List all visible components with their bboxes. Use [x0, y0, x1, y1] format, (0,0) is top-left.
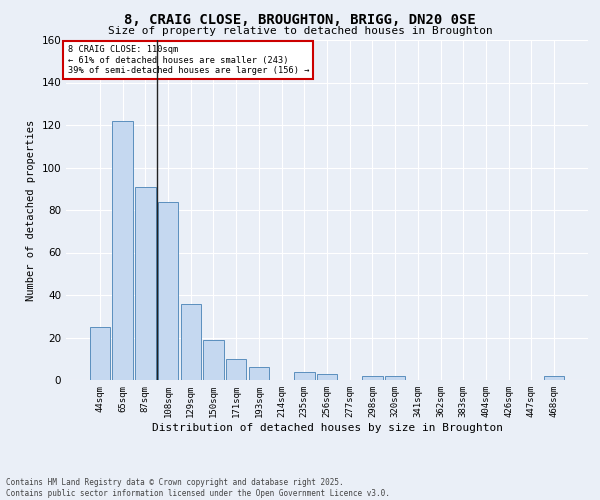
Bar — [158, 202, 178, 380]
Y-axis label: Number of detached properties: Number of detached properties — [26, 120, 36, 300]
Bar — [385, 376, 406, 380]
Bar — [317, 374, 337, 380]
Text: Contains HM Land Registry data © Crown copyright and database right 2025.
Contai: Contains HM Land Registry data © Crown c… — [6, 478, 390, 498]
Text: Size of property relative to detached houses in Broughton: Size of property relative to detached ho… — [107, 26, 493, 36]
Bar — [362, 376, 383, 380]
Bar — [544, 376, 564, 380]
Bar — [203, 340, 224, 380]
Bar — [248, 367, 269, 380]
Bar — [135, 186, 155, 380]
Text: 8 CRAIG CLOSE: 110sqm
← 61% of detached houses are smaller (243)
39% of semi-det: 8 CRAIG CLOSE: 110sqm ← 61% of detached … — [68, 45, 309, 75]
Bar — [294, 372, 314, 380]
Bar — [226, 359, 247, 380]
Bar — [181, 304, 201, 380]
Bar — [112, 120, 133, 380]
X-axis label: Distribution of detached houses by size in Broughton: Distribution of detached houses by size … — [151, 422, 503, 432]
Text: 8, CRAIG CLOSE, BROUGHTON, BRIGG, DN20 0SE: 8, CRAIG CLOSE, BROUGHTON, BRIGG, DN20 0… — [124, 12, 476, 26]
Bar — [90, 327, 110, 380]
